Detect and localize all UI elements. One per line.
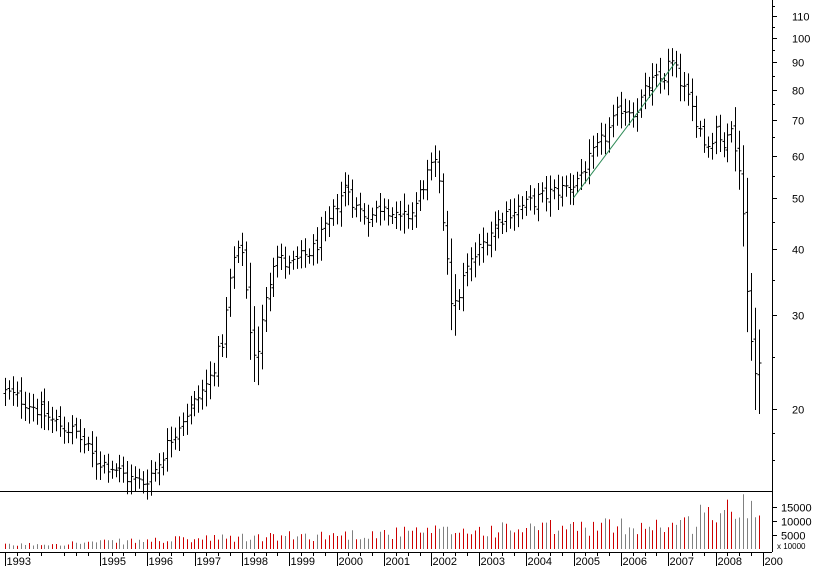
price-tick-label: 40: [792, 245, 804, 257]
trendline: [573, 62, 676, 199]
year-tick-label: 2000: [339, 556, 363, 568]
price-tick-label: 100: [792, 34, 810, 46]
year-tick-label: 2004: [528, 556, 552, 568]
price-tick-label: 50: [792, 194, 804, 206]
price-tick-label: 20: [792, 405, 804, 417]
year-tick-label: 1995: [102, 556, 126, 568]
year-tick-label: 1996: [149, 556, 173, 568]
price-tick-label: 90: [792, 58, 804, 70]
price-tick-label: 80: [792, 86, 804, 98]
year-tick-label: 2005: [576, 556, 600, 568]
year-tick-label: 2002: [433, 556, 457, 568]
price-tick-label: 30: [792, 311, 804, 323]
price-axis: 20 30 40 50 60 70 80 90 100 110: [772, 6, 810, 461]
time-axis: 1993 1995 1996 1997 1998 1999 2000 2001 2002 2003…: [5, 552, 783, 568]
year-tick-label: 1993: [7, 556, 31, 568]
volume-tick-label: 5000: [781, 531, 805, 543]
year-tick-label: 2008: [718, 556, 742, 568]
price-bars: [3, 48, 762, 500]
volume-tick-label: 15000: [781, 503, 812, 515]
trendline-group: [573, 62, 676, 199]
year-tick-label: 2001: [386, 556, 410, 568]
price-tick-label: 60: [792, 152, 804, 164]
year-tick-label: 200: [765, 556, 783, 568]
volume-axis: 5000 10000 15000 x 10000: [772, 503, 812, 551]
year-tick-label: 1997: [197, 556, 221, 568]
price-tick-label: 70: [792, 116, 804, 128]
year-tick-label: 2007: [670, 556, 694, 568]
volume-bars: [5, 494, 760, 549]
volume-unit-label: x 10000: [777, 542, 806, 551]
volume-tick-label: 10000: [781, 517, 812, 529]
price-tick-label: 110: [792, 12, 810, 24]
year-tick-label: 1998: [244, 556, 268, 568]
year-tick-label: 2006: [623, 556, 647, 568]
year-tick-label: 1999: [291, 556, 315, 568]
year-tick-label: 2003: [481, 556, 505, 568]
